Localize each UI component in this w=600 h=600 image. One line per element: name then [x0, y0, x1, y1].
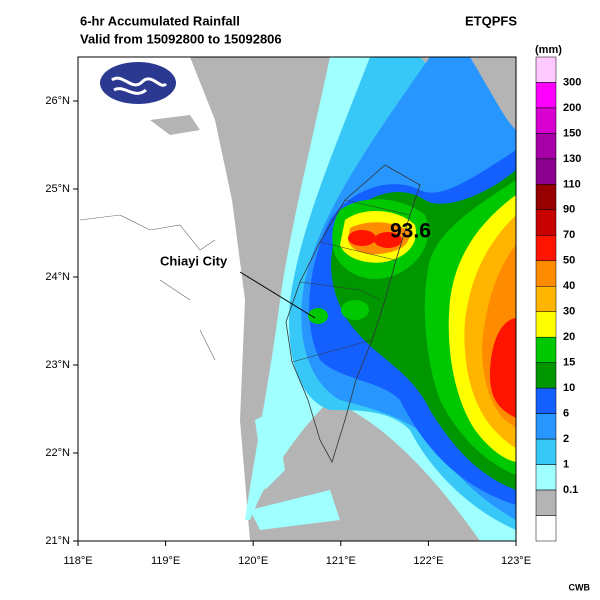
legend-level: 150: [563, 127, 581, 139]
city-pointer: [239, 271, 316, 319]
legend-swatch: [535, 362, 557, 389]
legend-swatch: [535, 158, 557, 185]
x-tick-label: 120°E: [238, 555, 268, 567]
legend-swatch: [535, 209, 557, 236]
credit: CWB: [569, 582, 591, 592]
legend-level: 20: [563, 331, 575, 343]
legend-level: 70: [563, 229, 575, 241]
title: 6-hr Accumulated Rainfall: [80, 13, 240, 28]
x-tick-label: 118°E: [63, 555, 92, 567]
legend-level: 2: [563, 433, 569, 445]
legend-level: 300: [563, 76, 581, 88]
product-name: ETQPFS: [465, 13, 517, 28]
legend-swatch: [535, 82, 557, 109]
legend-swatch: [535, 133, 557, 160]
legend-swatch: [535, 184, 557, 211]
x-tick-label: 122°E: [413, 555, 443, 567]
x-tick-label: 119°E: [151, 555, 180, 567]
y-tick-label: 21°N: [45, 535, 70, 547]
map-area: [78, 57, 516, 541]
legend-swatch: [535, 336, 557, 363]
legend-level: 200: [563, 102, 581, 114]
subtitle: Valid from 15092800 to 15092806: [80, 31, 282, 46]
legend-swatch: [535, 260, 557, 287]
legend-level: 110: [563, 178, 581, 190]
legend-swatch: [535, 413, 557, 440]
legend-swatch: [535, 56, 557, 83]
legend-level: 1: [563, 458, 569, 470]
legend-swatch: [535, 438, 557, 465]
y-tick-label: 22°N: [45, 447, 70, 459]
y-tick-label: 24°N: [45, 271, 70, 283]
legend-level: 10: [563, 382, 575, 394]
legend-level: 40: [563, 280, 575, 292]
legend-level: 30: [563, 306, 575, 318]
legend-level: 90: [563, 204, 575, 216]
y-tick-label: 23°N: [45, 359, 70, 371]
legend-level: 0.1: [563, 484, 578, 496]
legend-swatch: [535, 107, 557, 134]
legend-swatch: [535, 235, 557, 262]
legend-unit: (mm): [535, 44, 562, 56]
y-tick-label: 26°N: [45, 95, 70, 107]
legend-swatch: [535, 464, 557, 491]
city-label: Chiayi City: [160, 253, 228, 268]
legend-level: 130: [563, 153, 581, 165]
legend-swatch: [535, 286, 557, 312]
legend-level: 15: [563, 357, 575, 369]
legend-level: 50: [563, 255, 575, 267]
max-value-label: 93.6: [390, 220, 431, 243]
x-tick-label: 121°E: [326, 555, 356, 567]
x-tick-label: 123°E: [501, 555, 531, 567]
legend-swatch: [535, 387, 557, 414]
legend-swatch: [535, 311, 557, 338]
legend-swatch: [535, 515, 557, 542]
map-frame: [77, 56, 517, 542]
y-tick-label: 25°N: [45, 183, 70, 195]
legend-level: 6: [563, 408, 569, 420]
legend-swatch: [535, 489, 557, 516]
